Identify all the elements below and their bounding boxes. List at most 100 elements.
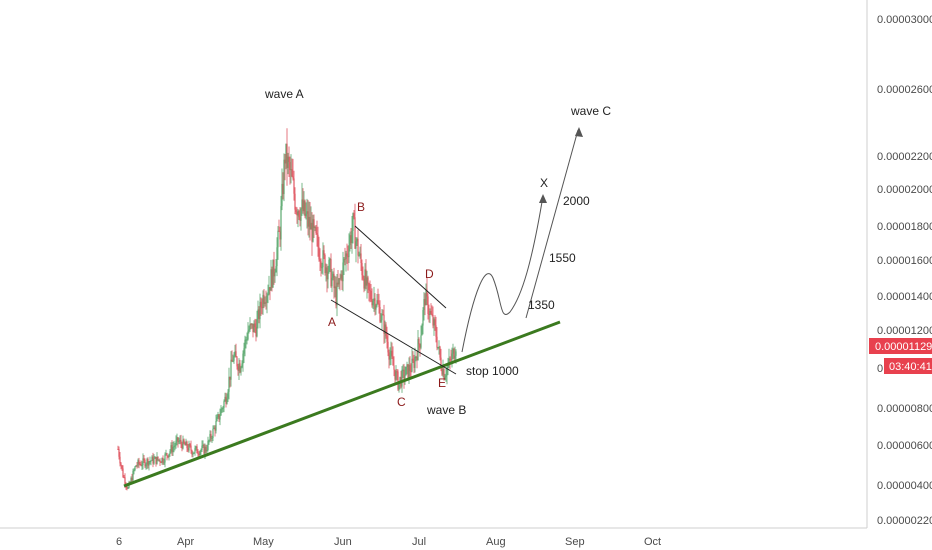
candle-up <box>420 335 422 348</box>
candle-up <box>165 453 167 455</box>
candle-down <box>203 444 205 454</box>
x-tick-label: Oct <box>644 536 661 548</box>
countdown-badge <box>884 358 932 374</box>
candle-up <box>133 470 135 472</box>
candle-down <box>126 486 128 489</box>
candle-up <box>359 253 361 256</box>
candle-down <box>119 456 121 464</box>
candle-down <box>436 336 438 348</box>
candle-up <box>234 351 236 356</box>
candle-down <box>258 309 260 320</box>
candle-up <box>334 286 336 289</box>
candle-up <box>277 230 279 248</box>
candle-up <box>447 365 449 369</box>
candle-up <box>408 364 410 378</box>
candle-down <box>197 453 199 455</box>
x-tick-label: 6 <box>116 536 122 548</box>
candle-down <box>139 464 141 466</box>
candle-up <box>248 329 250 331</box>
candle-down <box>260 301 262 308</box>
candle-down <box>289 161 291 171</box>
candle-down <box>295 209 297 213</box>
candle-up <box>228 376 230 392</box>
candle-up <box>200 449 202 452</box>
x-axis-labels: 6 Apr May Jun Jul Aug Sep Oct <box>116 536 661 548</box>
candle-up <box>423 299 425 311</box>
candle-up <box>185 441 187 446</box>
candle-up <box>156 456 158 464</box>
candle-up <box>343 258 345 263</box>
y-tick-label: 0.00002200 <box>877 151 932 163</box>
candle-up <box>241 363 243 368</box>
candle-up <box>331 277 333 287</box>
candle-down <box>418 339 420 345</box>
candle-down <box>191 450 193 455</box>
candle-up <box>389 355 391 360</box>
candle-down <box>198 454 200 456</box>
point-b-label: B <box>357 200 365 214</box>
candle-up <box>272 259 274 288</box>
candle-up <box>172 447 174 453</box>
candle-down <box>353 213 355 218</box>
candle-down <box>316 233 318 235</box>
point-e-label: E <box>438 376 446 390</box>
candle-up <box>425 289 427 306</box>
candle-down <box>412 358 414 361</box>
candle-down <box>427 296 429 314</box>
candle-down <box>441 368 443 375</box>
x-tick-label: Jun <box>334 536 352 548</box>
candle-down <box>379 306 381 322</box>
candle-down <box>424 299 426 306</box>
candle-down <box>117 449 119 450</box>
candle-up <box>275 266 277 273</box>
candle-down <box>299 217 301 221</box>
candle-down <box>369 290 371 292</box>
candle-down <box>296 212 298 216</box>
candle-up <box>411 358 413 372</box>
candle-up <box>137 460 139 466</box>
candle-down <box>416 356 418 360</box>
candle-up <box>442 369 444 375</box>
candle-up <box>417 339 419 360</box>
candle-down <box>155 456 157 464</box>
candle-up <box>202 444 204 446</box>
candle-down <box>302 199 304 212</box>
candles-layer <box>117 128 457 491</box>
candle-up <box>163 462 165 464</box>
candle-down <box>387 341 389 353</box>
candle-up <box>151 456 153 461</box>
y-tick-label: 0.00000220 <box>877 515 932 527</box>
candle-down <box>449 358 451 360</box>
candle-up <box>226 398 228 404</box>
candle-up <box>182 439 184 449</box>
candle-down <box>124 477 126 485</box>
x-tick-label: May <box>253 536 274 548</box>
candle-up <box>208 440 210 442</box>
candle-up <box>230 359 232 380</box>
candle-up <box>455 351 457 356</box>
candle-up <box>451 353 453 361</box>
candle-down <box>152 456 154 464</box>
candle-down <box>147 459 149 466</box>
candle-up <box>274 272 276 277</box>
candle-up <box>253 323 255 333</box>
y-tick-label: 0.00000400 <box>877 480 932 492</box>
candle-up <box>312 219 314 242</box>
candle-down <box>292 176 294 179</box>
candle-up <box>338 278 340 285</box>
y-tick-label: 0.00000600 <box>877 440 932 452</box>
candle-up <box>398 381 400 390</box>
candle-down <box>413 360 415 368</box>
candle-up <box>306 211 308 214</box>
candle-down <box>166 453 168 456</box>
candle-down <box>382 314 384 316</box>
wave-c-label: wave C <box>570 104 611 118</box>
candle-down <box>318 247 320 260</box>
candle-down <box>210 433 212 439</box>
y-tick-label: 0.00001400 <box>877 291 932 303</box>
candle-down <box>205 446 207 452</box>
candle-up <box>201 445 203 450</box>
candle-up <box>220 409 222 416</box>
candle-up <box>332 273 334 278</box>
